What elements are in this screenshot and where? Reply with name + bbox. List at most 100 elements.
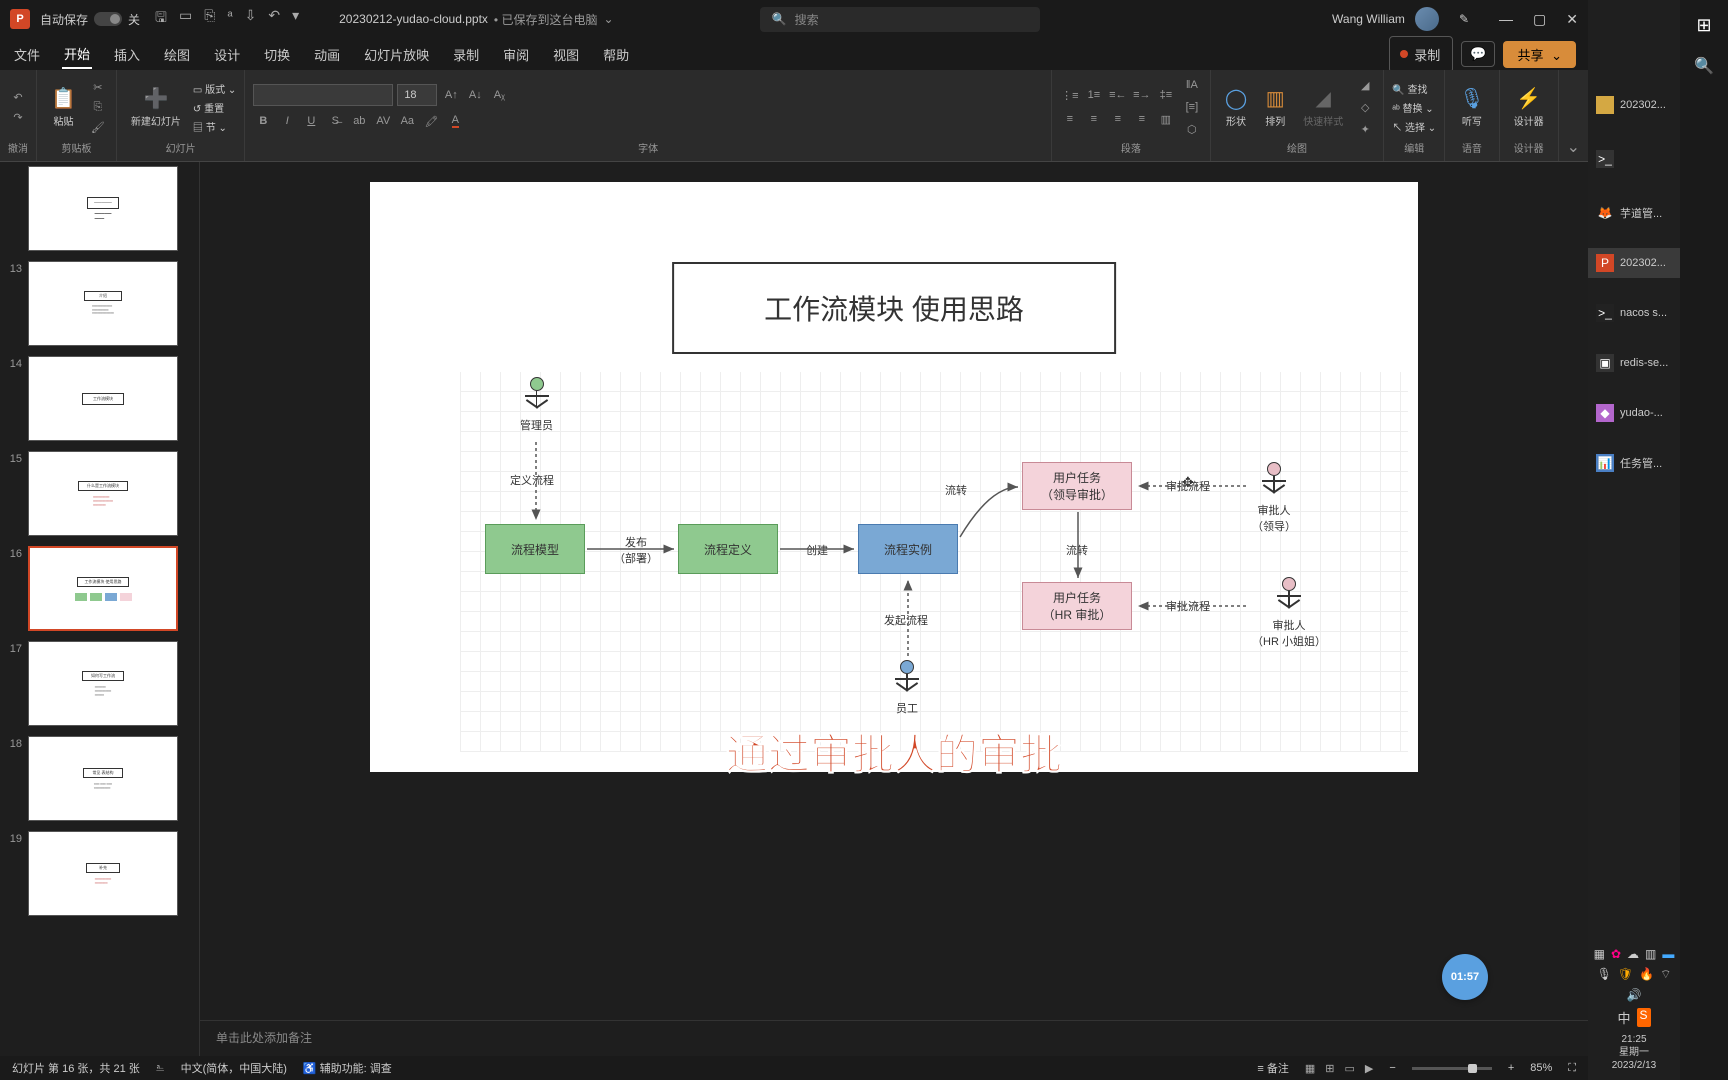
dictate-button[interactable]: 🎙 听写 [1453,84,1490,130]
app-folder[interactable]: 202302... [1588,90,1680,120]
tab-design[interactable]: 设计 [212,41,242,68]
designer-button[interactable]: ⚡ 设计器 [1508,84,1550,130]
section-button[interactable]: ▤ 节 ⌄ [193,119,236,134]
sogou-icon[interactable]: S [1637,1008,1651,1027]
tray-icon[interactable]: ▬ [1662,947,1674,961]
share-button[interactable]: 共享 ⌄ [1503,41,1576,68]
tab-view[interactable]: 视图 [551,41,581,68]
paste-button[interactable]: 📋 粘贴 [45,84,82,130]
wifi-icon[interactable]: ⌔ [1660,967,1671,982]
actor-approver-hr[interactable]: 审批人 （HR 小姐姐） [1252,577,1326,649]
tab-record[interactable]: 录制 [451,41,481,68]
windows-search-button[interactable]: 🔍 [1694,56,1714,76]
reading-view-button[interactable]: ▭ [1345,1062,1355,1075]
select-button[interactable]: ↖ 选择 ⌄ [1392,119,1436,134]
clock[interactable]: 21:25 星期一 2023/2/13 [1612,1033,1657,1072]
app-terminal[interactable]: >_ [1588,144,1680,174]
zoom-out-button[interactable]: − [1389,1062,1395,1074]
box-task-hr[interactable]: 用户任务 （HR 审批） [1022,582,1132,630]
qat-icon[interactable]: ▭ [179,7,192,31]
smartart-button[interactable]: ⬡ [1182,120,1202,138]
actor-employee[interactable]: 员工 [896,660,918,716]
replace-button[interactable]: ᵃᵇ 替换 ⌄ [1392,100,1436,115]
fill-button[interactable]: ◢ [1355,76,1375,94]
app-powerpoint[interactable]: P202302... [1588,248,1680,278]
actor-approver-leader[interactable]: 审批人 （领导） [1252,462,1296,534]
slide-counter[interactable]: 幻灯片 第 16 张，共 21 张 [12,1060,140,1076]
tab-insert[interactable]: 插入 [112,41,142,68]
shield-icon[interactable]: 🛡 [1618,967,1633,982]
chevron-down-icon[interactable]: ⌄ [603,12,613,26]
app-taskmgr[interactable]: 📊任务管... [1588,448,1680,478]
thumbnail-item[interactable]: 14 工作流模块 [4,356,195,441]
bold-button[interactable]: B [253,112,273,130]
numbering-button[interactable]: 1≡ [1084,86,1104,104]
windows-start-button[interactable]: ⊞ [1696,15,1711,36]
flowchart[interactable]: 管理员 员工 审批人 [460,372,1408,752]
zoom-level[interactable]: 85% [1530,1062,1552,1074]
decrease-font-button[interactable]: A↓ [465,86,485,104]
app-yudao[interactable]: ◆yudao-... [1588,398,1680,428]
align-center-button[interactable]: ≡ [1084,110,1104,128]
tab-slideshow[interactable]: 幻灯片放映 [362,41,431,68]
indent-inc-button[interactable]: ≡→ [1132,86,1152,104]
qat-icon[interactable]: ⇩ [245,7,257,31]
clear-format-button[interactable]: Aᵪ [489,86,509,104]
highlight-button[interactable]: 🖍 [421,112,441,130]
slideshow-view-button[interactable]: ▶ [1365,1062,1373,1075]
reset-button[interactable]: ↺ 重置 [193,100,236,115]
normal-view-button[interactable]: ▦ [1305,1062,1315,1075]
box-definition[interactable]: 流程定义 [678,524,778,574]
tab-transitions[interactable]: 切换 [262,41,292,68]
maximize-button[interactable]: ▢ [1533,11,1546,28]
tab-draw[interactable]: 绘图 [162,41,192,68]
record-button[interactable]: 录制 [1389,36,1453,73]
quick-styles-button[interactable]: ◢ 快速样式 [1297,84,1349,130]
comment-icon[interactable]: 💬 [1461,41,1495,67]
thumbnail-item[interactable]: ─────━━━━━━━━━━━ [4,166,195,251]
align-text-button[interactable]: [≡] [1182,98,1202,116]
spacing-button[interactable]: AV [373,112,393,130]
app-firefox[interactable]: 🦊芋道管... [1588,198,1680,228]
tab-animations[interactable]: 动画 [312,41,342,68]
cloud-icon[interactable]: ☁ [1627,947,1639,961]
ime-indicator[interactable]: 中 [1617,1008,1630,1027]
arrange-button[interactable]: ▥ 排列 [1259,84,1291,130]
username[interactable]: Wang William [1332,12,1405,26]
new-slide-button[interactable]: ➕ 新建幻灯片 [125,84,187,130]
justify-button[interactable]: ≡ [1132,110,1152,128]
outline-button[interactable]: ◇ [1355,98,1375,116]
shadow-button[interactable]: ab [349,112,369,130]
tray-icon[interactable]: ✿ [1611,947,1621,961]
thumbnail-panel[interactable]: ─────━━━━━━━━━━━ 13 介绍━━━━━━━━━━━━━━━━━━… [0,162,200,1056]
qat-icon[interactable]: ᵃ [227,7,232,31]
cut-button[interactable]: ✂ [88,78,108,96]
qat-icon[interactable]: ⎘ [204,7,215,31]
align-left-button[interactable]: ≡ [1060,110,1080,128]
close-button[interactable]: ✕ [1566,11,1578,28]
minimize-button[interactable]: — [1499,11,1513,28]
columns-button[interactable]: ▥ [1156,110,1176,128]
bullets-button[interactable]: ⋮≡ [1060,86,1080,104]
strike-button[interactable]: S̶ [325,112,345,130]
underline-button[interactable]: U [301,112,321,130]
language-button[interactable]: 中文(简体，中国大陆) [181,1060,287,1076]
save-icon[interactable]: 🖫 [155,7,167,31]
text-direction-button[interactable]: ‖A [1182,76,1202,94]
format-painter-button[interactable]: 🖌 [88,118,108,136]
avatar[interactable] [1415,7,1439,31]
zoom-slider[interactable] [1412,1067,1492,1070]
canvas-scroll[interactable]: 工作流模块 使用思路 管理员 员工 [200,162,1588,1020]
collapse-ribbon-button[interactable]: ⌄ [1559,70,1588,161]
thumbnail-item[interactable]: 13 介绍━━━━━━━━━━━━━━━━━━━━━━━━━━━━━━━━ [4,261,195,346]
undo-icon[interactable]: ↶ [268,7,280,31]
slide-title[interactable]: 工作流模块 使用思路 [672,262,1116,354]
zoom-in-button[interactable]: + [1508,1062,1514,1074]
autosave-toggle[interactable]: 自动保存 关 [40,11,140,28]
qat-dropdown-icon[interactable]: ▾ [292,7,299,31]
tray-icon[interactable]: 🔥 [1639,967,1654,982]
redo-button[interactable]: ↷ [8,108,28,126]
copy-button[interactable]: ⎘ [88,98,108,116]
sorter-view-button[interactable]: ⊞ [1325,1062,1334,1075]
case-button[interactable]: Aa [397,112,417,130]
